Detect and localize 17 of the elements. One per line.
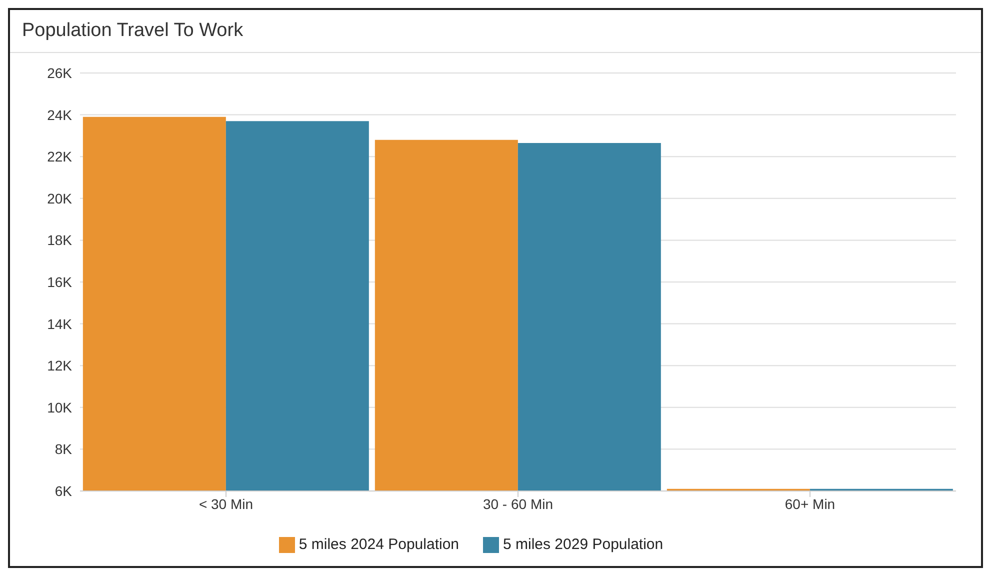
y-tick-label: 18K (47, 232, 73, 248)
chart-title: Population Travel To Work (10, 10, 981, 53)
y-tick-label: 8K (54, 441, 73, 458)
x-tick-label: 60+ Min (784, 496, 836, 512)
x-tick-label: 30 - 60 Min (482, 496, 554, 512)
y-tick-label: 6K (54, 482, 73, 499)
legend-label: 5 miles 2029 Population (503, 536, 664, 553)
y-tick-label: 12K (47, 358, 73, 374)
legend-label: 5 miles 2024 Population (298, 536, 459, 553)
y-tick-label: 16K (47, 274, 73, 290)
y-tick-label: 22K (47, 148, 73, 165)
y-tick-label: 24K (47, 106, 73, 123)
y-tick-label: 14K (47, 316, 73, 332)
y-tick-label: 20K (47, 190, 73, 206)
y-tick-label: 10K (47, 399, 73, 416)
x-tick-label: < 30 Min (198, 496, 254, 512)
y-tick-label: 26K (47, 64, 73, 81)
